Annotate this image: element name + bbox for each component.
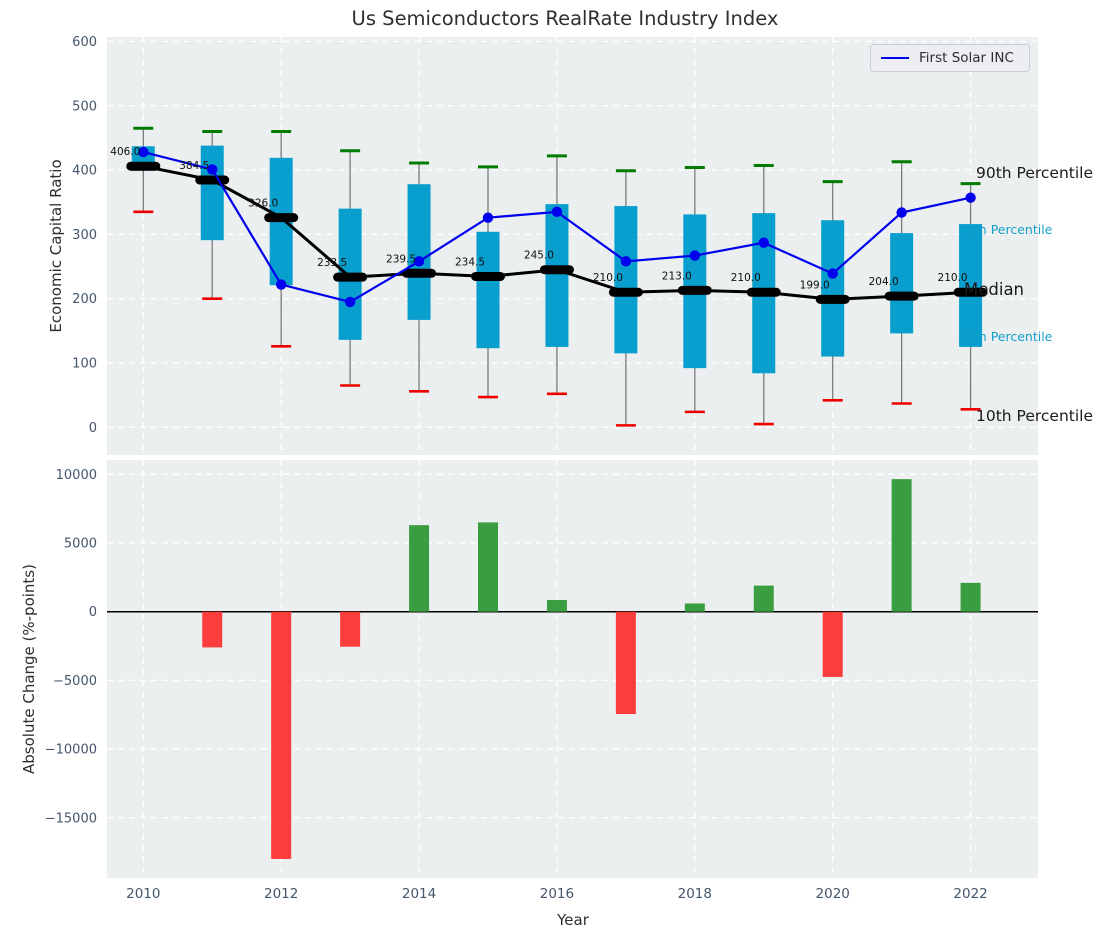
first-solar-point-2010	[138, 146, 149, 158]
change-bar-2014	[409, 525, 430, 612]
xtick-label: 2022	[953, 886, 987, 902]
first-solar-point-2022	[965, 192, 976, 203]
top-ytick-label: 100	[72, 356, 97, 371]
median-marker-2015	[471, 271, 505, 281]
bottom-axes-background	[107, 460, 1038, 878]
first-solar-point-2013	[344, 296, 356, 308]
xtick-label: 2010	[126, 886, 160, 902]
top-ytick-label: 400	[72, 164, 97, 179]
first-solar-point-2011	[207, 164, 218, 175]
median-value-label-2012: 326.0	[248, 198, 278, 210]
first-solar-point-2018	[689, 250, 701, 261]
first-solar-point-2015	[482, 212, 494, 223]
median-marker-2011	[195, 175, 230, 185]
median-value-label-2015: 234.5	[455, 256, 485, 268]
median-marker-2019	[746, 287, 781, 297]
first-solar-point-2019	[758, 237, 769, 248]
median-marker-2018	[677, 285, 712, 295]
median-value-label-2018: 213.0	[662, 270, 692, 282]
bottom-ytick-label: −15000	[45, 811, 97, 826]
median-value-label-2019: 210.0	[731, 272, 761, 284]
bottom-ytick-label: 0	[89, 605, 97, 620]
median-value-label-2011: 384.5	[179, 160, 209, 172]
annotation-10th-percentile: 10th Percentile	[976, 406, 1094, 425]
box-2017	[614, 206, 638, 354]
change-bar-2021	[891, 479, 912, 612]
change-bar-2013	[340, 611, 361, 647]
box-2021	[890, 233, 914, 334]
first-solar-point-2017	[620, 256, 632, 267]
box-2020	[821, 220, 845, 357]
median-marker-2022	[953, 287, 988, 297]
box-2015	[476, 231, 500, 349]
median-value-label-2013: 233.5	[317, 257, 347, 269]
median-marker-2017	[608, 287, 643, 297]
median-marker-2014	[402, 268, 437, 278]
change-bar-2020	[822, 611, 843, 677]
bottom-ytick-label: 5000	[64, 537, 97, 552]
chart-title: Us Semiconductors RealRate Industry Inde…	[351, 7, 779, 30]
xtick-label: 2018	[678, 886, 712, 902]
median-marker-2016	[539, 265, 574, 275]
xtick-label: 2020	[816, 886, 850, 902]
bottom-ytick-label: −10000	[45, 743, 97, 758]
first-solar-point-2020	[827, 268, 838, 279]
top-ytick-label: 0	[89, 421, 97, 436]
legend: First Solar INC	[870, 44, 1030, 72]
first-solar-point-2021	[896, 207, 907, 218]
top-axes-background	[107, 37, 1038, 455]
xtick-label: 2016	[540, 886, 574, 902]
x-axis-label: Year	[557, 911, 589, 929]
annotation-90th-percentile: 90th Percentile	[976, 164, 1094, 183]
annotation-75th-percentile: 75th Percentile	[958, 221, 1053, 237]
median-marker-2021	[884, 291, 919, 301]
first-solar-point-2012	[275, 279, 287, 290]
first-solar-point-2014	[413, 256, 425, 267]
change-bar-2011	[202, 611, 223, 648]
xtick-label: 2014	[402, 886, 436, 902]
median-value-label-2017: 210.0	[593, 272, 623, 284]
xtick-label: 2012	[264, 886, 298, 902]
change-bar-2015	[478, 522, 498, 612]
top-ytick-label: 200	[72, 292, 97, 307]
box-2022	[959, 224, 983, 347]
bottom-ytick-label: 10000	[56, 468, 97, 483]
median-marker-2010	[126, 161, 161, 171]
annotation-25th-percentile: 25th Percentile	[958, 328, 1053, 344]
legend-line-sample	[881, 57, 909, 59]
change-bar-2016	[546, 600, 567, 612]
change-bar-2019	[753, 585, 774, 612]
median-value-label-2010: 406.0	[110, 146, 140, 158]
change-bar-2022	[960, 582, 981, 612]
box-2014	[407, 184, 431, 320]
median-value-label-2022: 210.0	[938, 272, 968, 284]
box-2016	[545, 204, 569, 347]
box-2011	[200, 145, 224, 241]
change-bar-2018	[684, 603, 705, 612]
median-value-label-2014: 239.5	[386, 253, 416, 265]
first-solar-point-2016	[551, 206, 563, 218]
median-value-label-2020: 199.0	[800, 279, 830, 291]
median-value-label-2021: 204.0	[869, 276, 899, 288]
legend-label: First Solar INC	[919, 50, 1014, 66]
median-marker-2020	[815, 294, 850, 304]
annotation-median: Median	[964, 279, 1025, 299]
change-bar-2012	[271, 611, 292, 859]
top-ytick-label: 300	[72, 228, 97, 243]
top-ytick-label: 500	[72, 99, 97, 114]
median-value-label-2016: 245.0	[524, 250, 554, 262]
median-marker-2013	[333, 272, 368, 282]
median-marker-2012	[264, 213, 299, 223]
change-bar-2017	[615, 611, 636, 715]
bottom-ytick-label: −5000	[53, 674, 97, 689]
top-ytick-label: 600	[72, 35, 97, 50]
